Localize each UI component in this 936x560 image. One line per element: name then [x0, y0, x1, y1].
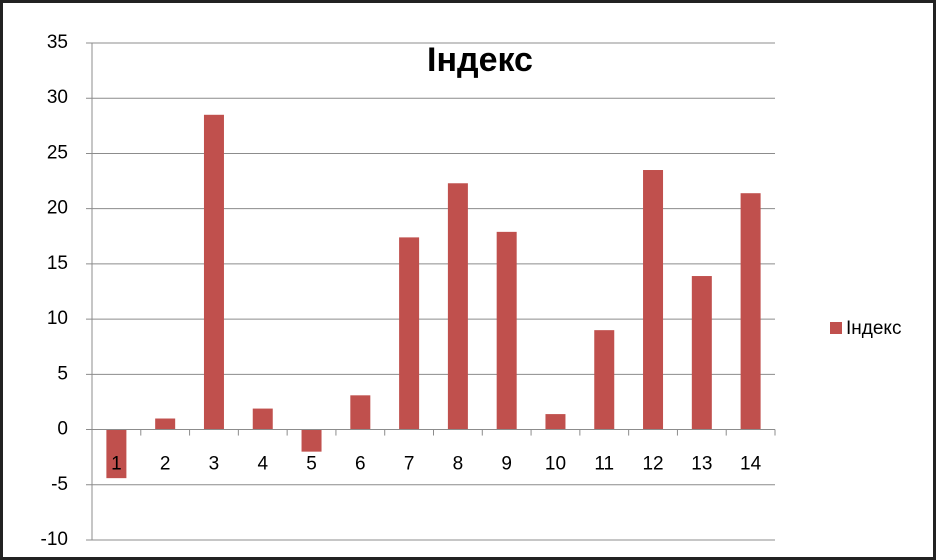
y-tick-label: 35	[47, 32, 68, 53]
bar	[496, 231, 517, 430]
x-tick-label: 11	[594, 454, 614, 475]
y-tick-label: 0	[57, 419, 68, 440]
x-tick-label: 3	[209, 454, 220, 475]
bar	[399, 237, 420, 430]
legend-swatch	[830, 322, 842, 334]
bar	[740, 193, 761, 430]
x-tick-label: 5	[306, 454, 317, 475]
bar	[252, 408, 273, 430]
y-tick-label: -10	[41, 529, 68, 550]
x-tick-label: 1	[111, 454, 122, 475]
bar	[301, 429, 322, 452]
bar	[545, 414, 566, 430]
bar	[447, 183, 468, 430]
x-tick-label: 2	[160, 454, 171, 475]
bar	[594, 330, 615, 430]
x-tick-label: 14	[740, 454, 762, 475]
bar	[106, 429, 127, 479]
bar	[350, 395, 371, 430]
x-tick-label: 8	[453, 454, 464, 475]
x-tick-label: 10	[545, 454, 566, 475]
y-tick-label: 10	[47, 308, 68, 329]
y-tick-label: 5	[57, 363, 68, 384]
x-tick-label: 7	[404, 454, 415, 475]
y-tick-label: 15	[47, 253, 68, 274]
bar	[643, 170, 664, 430]
bar	[203, 114, 224, 430]
x-tick-label: 4	[257, 454, 268, 475]
chart-title: Індекс	[427, 41, 533, 79]
y-tick-label: 20	[47, 198, 68, 219]
legend-label: Індекс	[846, 318, 901, 339]
x-tick-label: 12	[642, 454, 663, 475]
y-tick-label: 25	[47, 142, 68, 163]
bar	[691, 276, 712, 430]
x-tick-label: 6	[355, 454, 366, 475]
y-tick-label: -5	[51, 474, 68, 495]
x-tick-label: 9	[501, 454, 512, 475]
x-tick-label: 13	[691, 454, 712, 475]
y-tick-label: 30	[47, 87, 68, 108]
bar	[155, 418, 176, 430]
